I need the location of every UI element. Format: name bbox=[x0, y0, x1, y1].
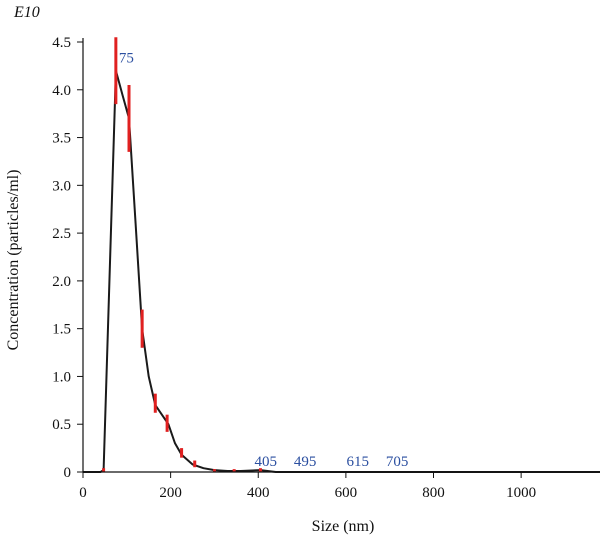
x-tick-label: 0 bbox=[79, 485, 87, 501]
peak-annotation: 495 bbox=[294, 454, 317, 470]
y-tick-label: 3.0 bbox=[52, 178, 71, 194]
peak-annotation: 75 bbox=[119, 51, 134, 67]
plot-area: 75 405 495 615 705 bbox=[83, 37, 600, 473]
x-tick-label: 200 bbox=[159, 485, 182, 501]
y-axis-title: Concentration (particles/ml) bbox=[5, 170, 22, 351]
x-tick-label: 400 bbox=[247, 485, 270, 501]
x-tick-label: 1000 bbox=[506, 485, 536, 501]
y-tick-label: 4.5 bbox=[52, 35, 71, 51]
y-tick-label: 1.0 bbox=[52, 369, 71, 385]
peak-annotation: 405 bbox=[254, 454, 277, 470]
y-tick-label: 0 bbox=[64, 465, 72, 481]
x-axis-title: Size (nm) bbox=[312, 518, 375, 535]
y-tick-label: 1.5 bbox=[52, 322, 71, 338]
concentration-line bbox=[83, 69, 600, 473]
y-tick-label: 0.5 bbox=[52, 417, 71, 433]
y-tick-label: 4.0 bbox=[52, 83, 71, 99]
y-exponent-label: E10 bbox=[13, 4, 40, 21]
axes: 0 0.5 1.0 1.5 2.0 2.5 3.0 3.5 4.0 4.5 0 200 400 600 80… bbox=[52, 35, 600, 501]
peak-annotation: 615 bbox=[346, 454, 369, 470]
y-tick-label: 3.5 bbox=[52, 131, 71, 147]
x-tick-label: 800 bbox=[422, 485, 445, 501]
x-tick-label: 600 bbox=[335, 485, 358, 501]
peak-annotation: 705 bbox=[386, 454, 409, 470]
y-tick-label: 2.0 bbox=[52, 274, 71, 290]
y-tick-label: 2.5 bbox=[52, 226, 71, 242]
